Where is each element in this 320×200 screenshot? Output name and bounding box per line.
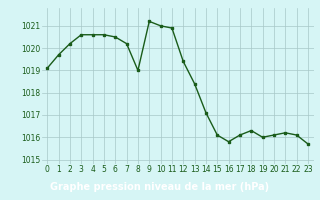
Text: Graphe pression niveau de la mer (hPa): Graphe pression niveau de la mer (hPa) bbox=[51, 182, 269, 192]
